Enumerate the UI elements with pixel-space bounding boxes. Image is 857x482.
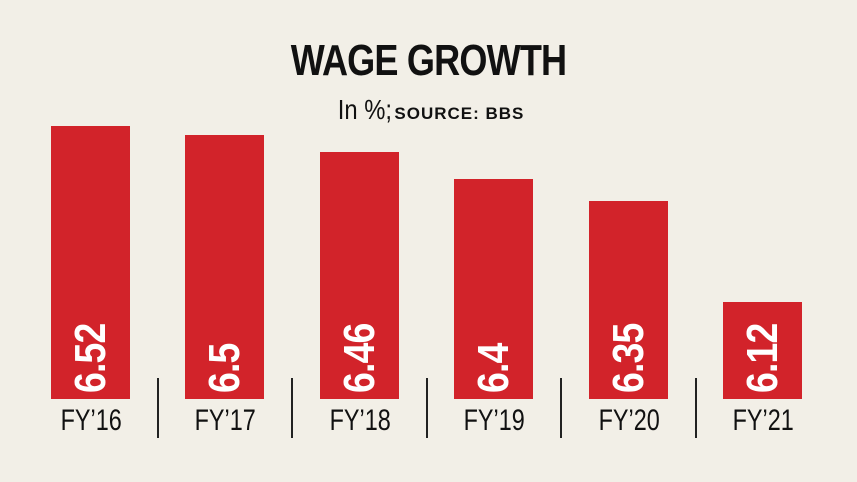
bar-value-text: 6.52: [65, 323, 115, 393]
category-label: FY’21: [696, 402, 830, 440]
category-divider: [157, 378, 159, 438]
bar-value-text: 6.5: [199, 343, 249, 393]
bar-value-label: 6.4: [468, 335, 518, 393]
category-label: FY’17: [158, 402, 292, 440]
bar-value-text: 6.35: [603, 323, 653, 393]
bar: 6.4: [454, 179, 533, 399]
bar-value-label: 6.5: [199, 335, 249, 393]
category-divider: [291, 378, 293, 438]
bar-value-text: 6.4: [468, 343, 518, 393]
bar: 6.12: [723, 302, 802, 399]
unit-label: In %;: [337, 94, 392, 125]
bar: 6.35: [589, 201, 668, 399]
category-label: FY’16: [24, 402, 158, 440]
bar-value-label: 6.12: [737, 311, 787, 393]
bar-value-label: 6.46: [334, 311, 384, 393]
category-label-text: FY’18: [329, 404, 391, 437]
chart-title: WAGE GROWTH: [290, 36, 567, 85]
category-divider: [560, 378, 562, 438]
category-divider: [426, 378, 428, 438]
bar-value-label: 6.52: [65, 311, 115, 393]
category-label-text: FY’19: [463, 404, 525, 437]
category-label: FY’20: [562, 402, 696, 440]
category-label-text: FY’17: [194, 404, 256, 437]
category-label: FY’19: [427, 402, 561, 440]
bar: 6.52: [51, 126, 130, 399]
category-label: FY’18: [293, 402, 427, 440]
category-label-text: FY’20: [598, 404, 660, 437]
source-label: SOURCE: BBS: [394, 104, 525, 123]
category-label-text: FY’16: [60, 404, 122, 437]
category-label-text: FY’21: [732, 404, 794, 437]
bar: 6.5: [185, 135, 264, 399]
bar: 6.46: [320, 152, 399, 399]
chart-subtitle: In %; SOURCE: BBS: [0, 94, 857, 131]
bar-value-label: 6.35: [603, 311, 653, 393]
category-divider: [695, 378, 697, 438]
bar-value-text: 6.46: [334, 323, 384, 393]
bar-value-text: 6.12: [737, 323, 787, 393]
